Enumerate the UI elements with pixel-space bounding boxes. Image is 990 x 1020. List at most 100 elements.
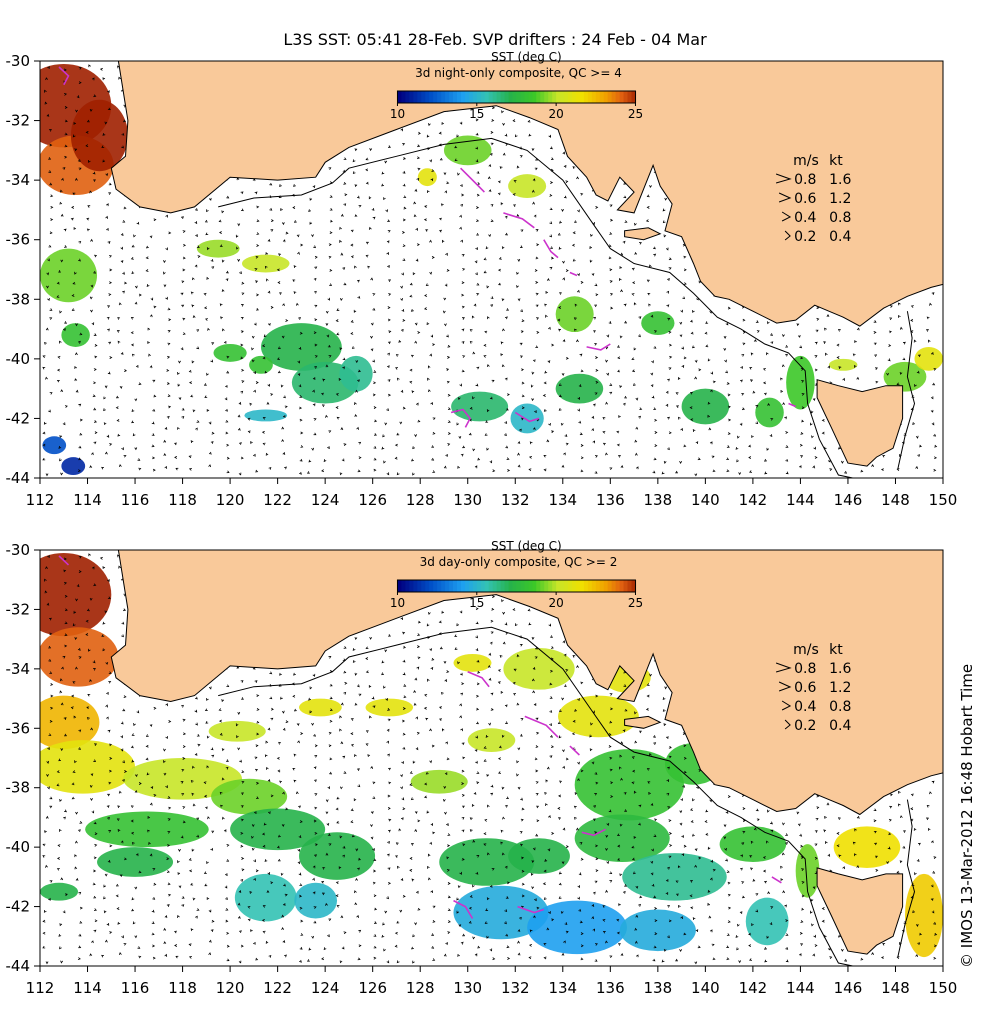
colorbar-segment [528,580,533,592]
current-arrow [42,431,46,435]
current-arrow [269,696,273,700]
current-arrow [350,718,354,721]
current-arrow [293,672,296,676]
current-arrow [368,715,372,719]
current-arrow [49,143,53,147]
current-arrow [397,865,400,869]
current-arrow [322,378,326,382]
current-arrow [414,811,418,815]
current-arrow [852,353,856,357]
current-arrow [357,369,361,373]
current-arrow [595,844,599,848]
current-arrow [109,743,112,747]
current-arrow [49,231,53,235]
current-arrow [633,835,637,839]
current-arrow [328,744,332,748]
current-arrow [365,657,369,660]
current-arrow [727,432,731,435]
current-arrow [402,746,406,750]
current-arrow [312,673,316,677]
current-arrow [152,379,156,383]
current-arrow [387,840,390,844]
current-arrow [340,702,344,706]
current-arrow [929,791,932,795]
current-arrow [513,204,516,208]
current-arrow [662,708,666,712]
colorbar-segment [512,580,518,592]
current-arrow [64,809,67,813]
current-arrow [293,184,296,187]
current-arrow [56,380,60,383]
current-arrow [766,935,770,939]
current-arrow [299,883,303,886]
current-arrow [63,68,67,72]
current-arrow [902,341,906,345]
sst-patch [622,853,727,901]
current-arrow [558,383,562,387]
current-arrow [386,896,390,900]
current-arrow [90,284,94,288]
current-arrow [47,258,50,262]
current-arrow [543,897,547,900]
current-arrow [812,398,816,402]
current-arrow [898,302,901,306]
current-arrow [460,941,464,945]
current-arrow [576,176,579,180]
current-arrow [329,283,333,286]
current-arrow [550,646,554,649]
current-arrow [44,342,47,345]
current-arrow [609,391,613,395]
current-arrow [531,859,535,864]
current-arrow [206,247,210,251]
current-arrow [914,384,917,388]
current-arrow [519,644,523,647]
current-arrow [542,882,546,886]
current-arrow [64,733,68,737]
current-arrow [873,320,877,323]
current-arrow [755,405,759,408]
current-arrow [680,309,683,313]
current-arrow [635,885,639,889]
current-arrow [285,319,289,322]
current-arrow [903,921,907,924]
colorbar-segment [492,91,498,103]
current-arrow [446,670,450,673]
current-arrow [164,953,168,957]
current-arrow [578,384,582,388]
current-arrow [519,428,522,432]
current-arrow [514,623,518,627]
current-arrow [550,157,554,160]
current-arrow [280,384,284,388]
current-arrow [619,766,622,770]
sst-patch [294,882,338,919]
colorbar-segment [488,580,494,592]
current-arrow [357,957,361,961]
sst-patch [467,728,516,753]
speed-legend-arrow [781,211,792,222]
current-arrow [313,920,317,924]
current-arrow [823,829,827,833]
current-arrow [281,926,285,930]
current-arrow [247,918,251,922]
current-arrow [917,354,921,358]
current-arrow [460,203,464,207]
sst-coverage [40,552,943,958]
current-arrow [439,706,442,709]
current-arrow [276,357,280,361]
current-arrow [874,354,878,357]
current-arrow [409,282,413,286]
current-arrow [131,841,135,845]
current-arrow [544,370,548,374]
current-arrow [565,669,569,672]
current-arrow [115,395,119,399]
current-arrow [206,735,210,739]
current-arrow [401,272,404,276]
current-arrow [933,368,937,371]
current-arrow [299,458,303,462]
current-arrow [550,745,555,748]
current-arrow [204,395,208,398]
current-arrow [42,366,46,370]
current-arrow [60,702,64,706]
current-arrow [692,309,695,313]
current-arrow [469,829,473,833]
